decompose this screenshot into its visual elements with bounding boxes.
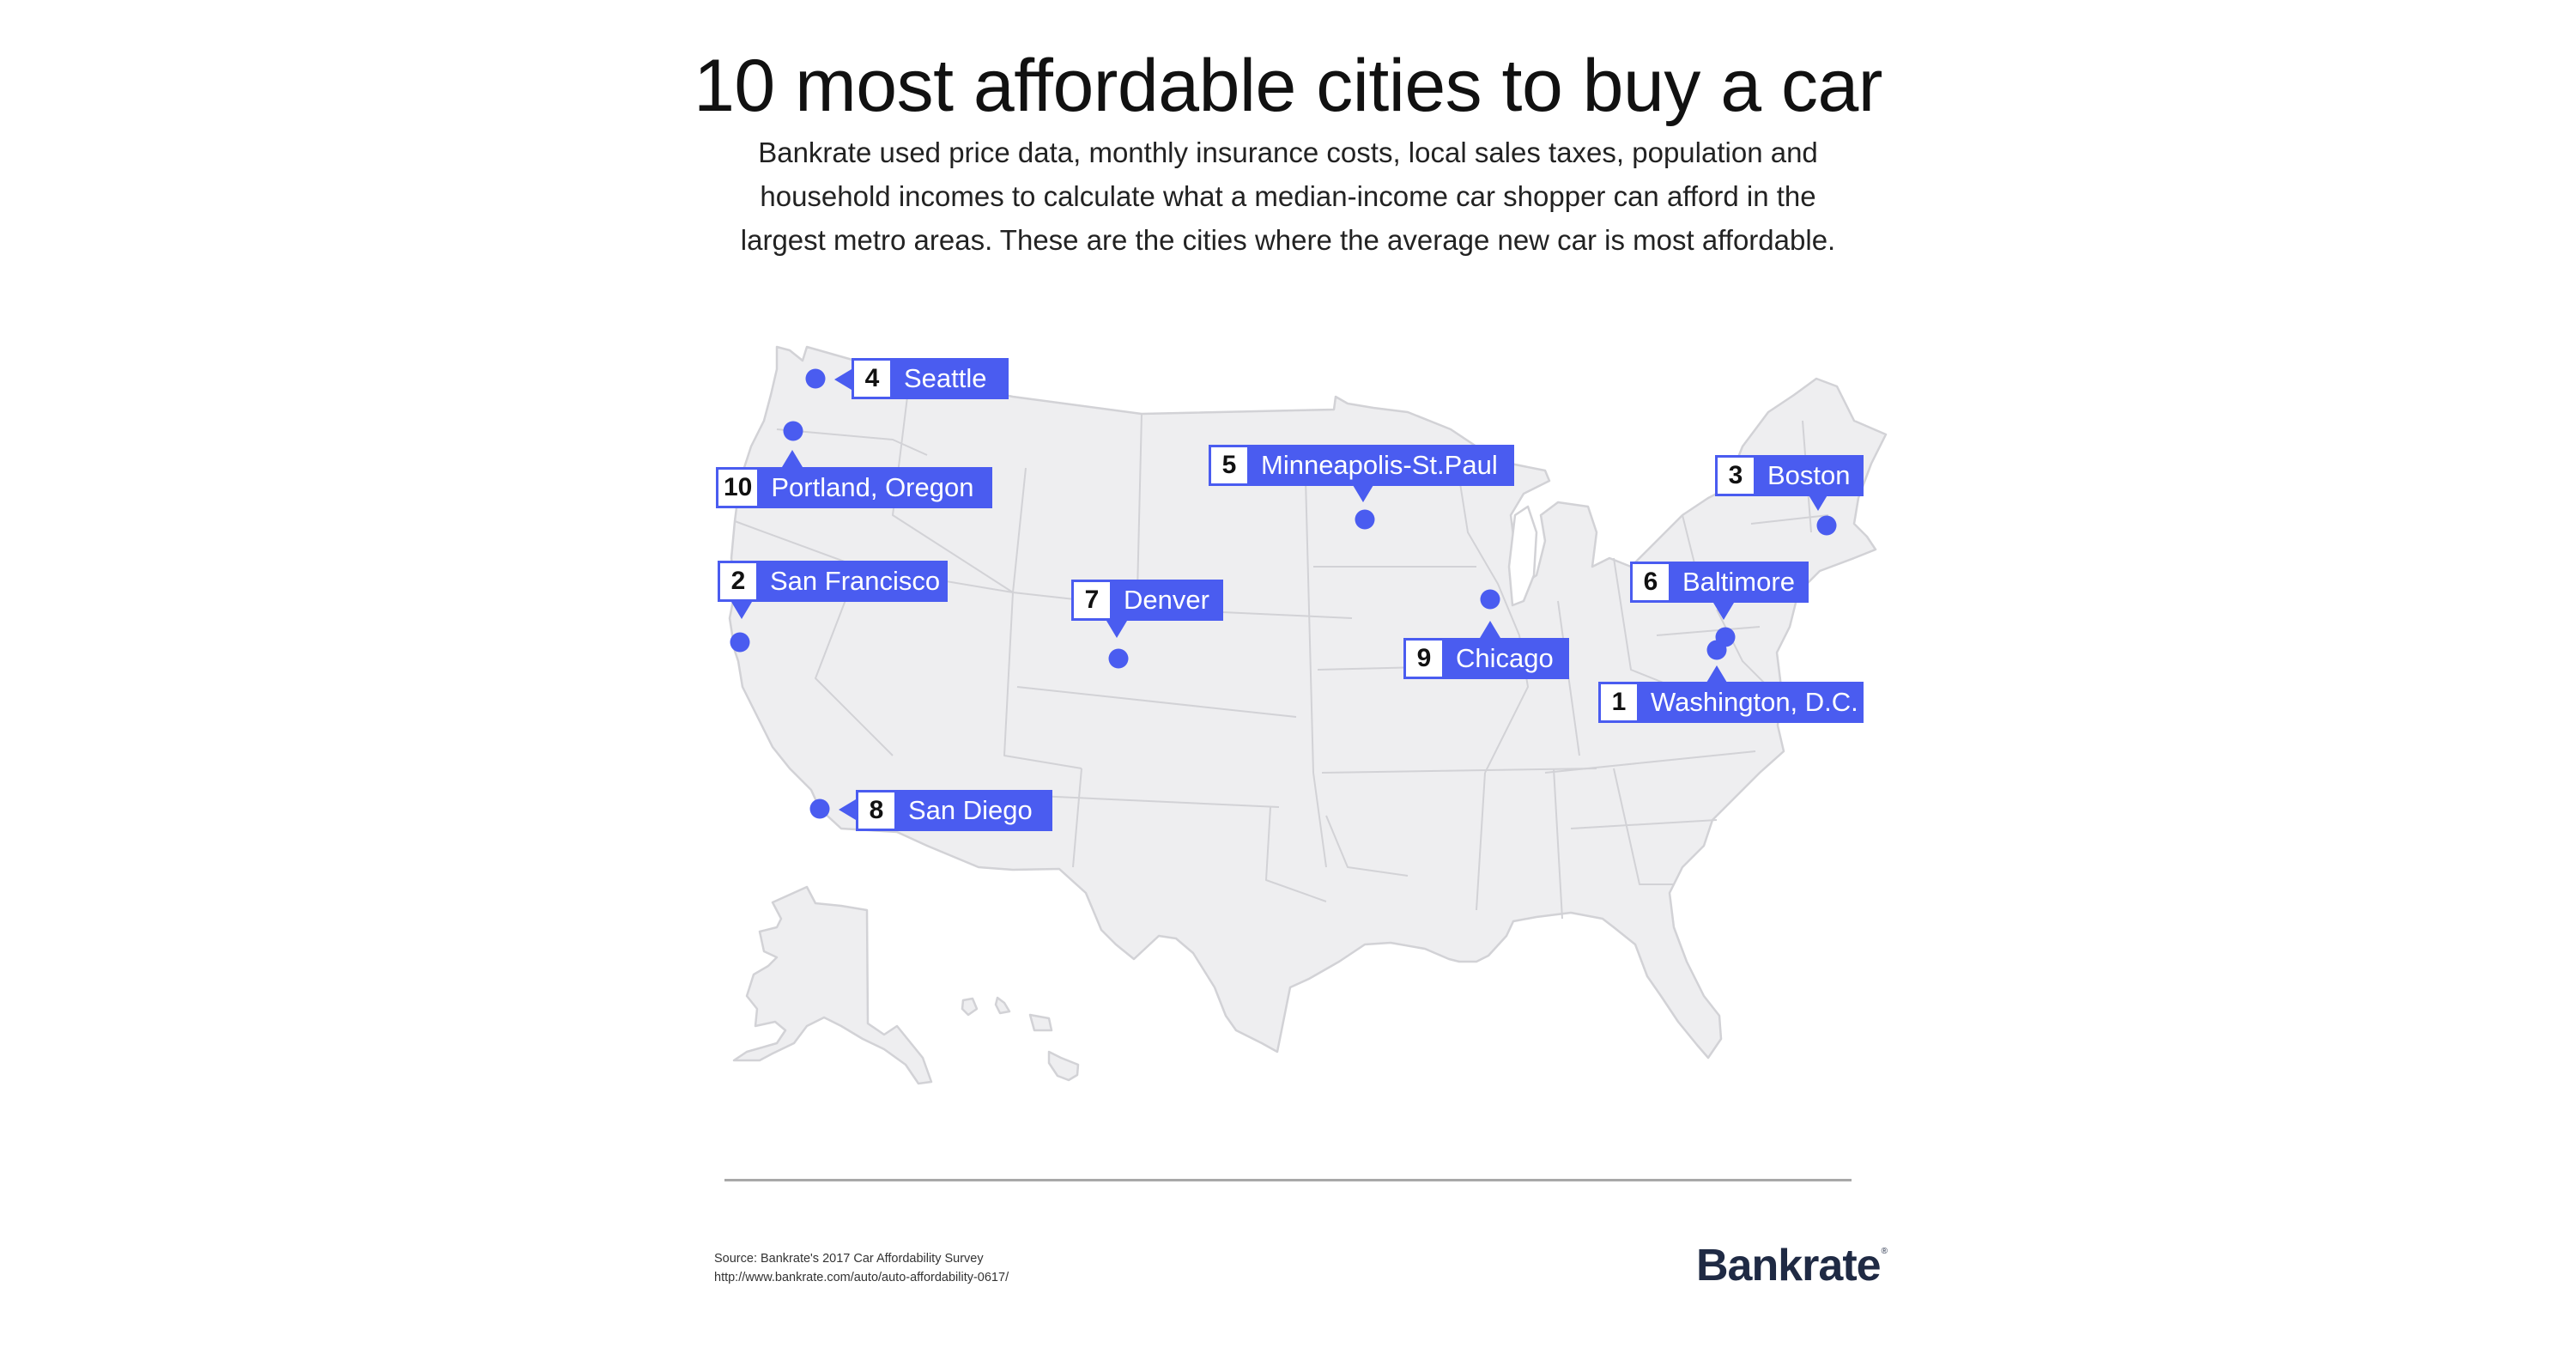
- city-label: 5 Minneapolis-St.Paul: [1209, 445, 1514, 486]
- rank-badge: 5: [1211, 447, 1247, 483]
- city-name: San Diego: [908, 795, 1033, 825]
- location-dot: [1355, 509, 1375, 530]
- location-dot: [809, 798, 830, 819]
- city-label: 7 Denver: [1071, 580, 1223, 621]
- footer-divider: [724, 1179, 1852, 1181]
- page-title: 10 most affordable cities to buy a car: [694, 45, 1882, 127]
- registered-mark: ®: [1881, 1247, 1888, 1256]
- rank-badge: 8: [858, 792, 894, 829]
- city-label: 2 San Francisco: [718, 561, 948, 602]
- rank-badge: 2: [720, 563, 756, 599]
- subtitle-line: Bankrate used price data, monthly insura…: [758, 137, 1818, 168]
- city-name: Portland, Oregon: [771, 472, 974, 502]
- location-dot: [1480, 589, 1500, 610]
- pointer-arrow: [782, 450, 803, 467]
- location-dot: [805, 368, 826, 389]
- city-label: 3 Boston: [1715, 455, 1864, 496]
- city-label: 9 Chicago: [1403, 638, 1569, 679]
- rank-badge: 10: [718, 470, 758, 506]
- city-name: Denver: [1124, 585, 1209, 615]
- pointer-arrow: [1106, 621, 1127, 638]
- bankrate-logo: Bankrate®: [1696, 1240, 1888, 1291]
- city-label: 4 Seattle: [852, 358, 1009, 399]
- source-note: Source: Bankrate's 2017 Car Affordabilit…: [714, 1249, 1009, 1287]
- lake-michigan-shape: [1507, 505, 1538, 607]
- pointer-arrow: [1353, 485, 1373, 502]
- location-dot: [1108, 648, 1129, 669]
- rank-badge: 7: [1074, 582, 1110, 618]
- city-name: Minneapolis-St.Paul: [1261, 450, 1498, 480]
- pointer-arrow: [834, 369, 852, 390]
- pointer-arrow: [839, 799, 856, 820]
- pointer-arrow: [1713, 603, 1734, 620]
- city-label: 8 San Diego: [856, 790, 1052, 831]
- pointer-arrow: [731, 602, 752, 619]
- location-dot: [1816, 515, 1837, 536]
- city-name: Baltimore: [1682, 567, 1795, 597]
- source-text: Source: Bankrate's 2017 Car Affordabilit…: [714, 1252, 984, 1266]
- rank-badge: 3: [1718, 458, 1754, 494]
- rank-badge: 1: [1601, 684, 1637, 720]
- city-label: 6 Baltimore: [1630, 562, 1809, 603]
- city-label: 10 Portland, Oregon: [716, 467, 992, 508]
- hawaii-shape: [961, 996, 1080, 1082]
- location-dot: [783, 421, 803, 441]
- city-label: 1 Washington, D.C.: [1598, 682, 1864, 723]
- city-name: Boston: [1767, 460, 1851, 490]
- rank-badge: 4: [854, 361, 890, 397]
- city-name: San Francisco: [770, 566, 941, 596]
- rank-badge: 6: [1633, 564, 1669, 600]
- city-name: Seattle: [904, 363, 987, 393]
- source-url[interactable]: http://www.bankrate.com/auto/auto-afford…: [714, 1271, 1009, 1284]
- subtitle-line: household incomes to calculate what a me…: [760, 180, 1816, 212]
- city-name: Washington, D.C.: [1651, 687, 1858, 717]
- pointer-arrow: [1480, 621, 1500, 638]
- rank-badge: 9: [1406, 641, 1442, 677]
- pointer-arrow: [1808, 494, 1828, 511]
- subtitle: Bankrate used price data, monthly insura…: [0, 131, 2576, 262]
- subtitle-line: largest metro areas. These are the citie…: [740, 224, 1836, 256]
- location-dot: [730, 632, 750, 653]
- logo-text: Bankrate: [1696, 1241, 1882, 1290]
- pointer-arrow: [1706, 665, 1727, 683]
- location-dot: [1715, 627, 1736, 647]
- city-name: Chicago: [1456, 643, 1554, 673]
- alaska-shape: [732, 885, 933, 1085]
